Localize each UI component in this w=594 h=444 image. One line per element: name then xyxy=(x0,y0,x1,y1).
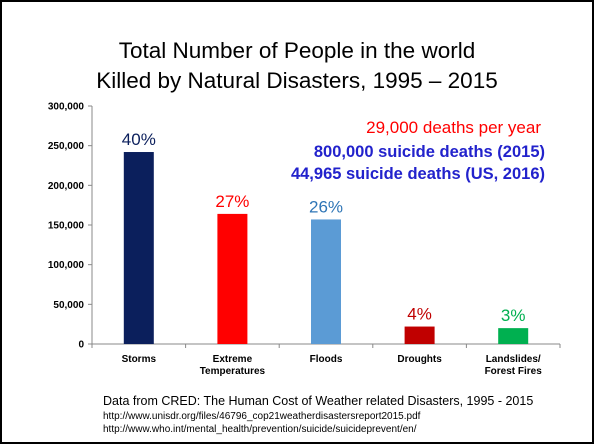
bar-data-label: 27% xyxy=(215,192,249,211)
bar xyxy=(404,326,435,344)
x-tick-label: Temperatures xyxy=(200,366,266,377)
y-tick-label: 50,000 xyxy=(53,300,84,311)
x-tick-label: Storms xyxy=(122,354,157,365)
bar xyxy=(217,213,248,344)
source-url-who[interactable]: http://www.who.int/mental_health/prevent… xyxy=(103,424,417,435)
x-tick-label: Droughts xyxy=(397,354,442,365)
annotation-suicide-deaths-us-2016: 44,965 suicide deaths (US, 2016) xyxy=(290,165,545,183)
bar-data-label: 26% xyxy=(309,197,343,216)
annotation-suicide-deaths-2015: 800,000 suicide deaths (2015) xyxy=(313,143,545,161)
bar xyxy=(498,328,529,344)
bar xyxy=(311,219,341,344)
y-tick-label: 150,000 xyxy=(48,221,85,232)
bar-data-label: 40% xyxy=(122,130,156,149)
x-tick-label: Forest Fires xyxy=(485,366,543,377)
chart-title-line-1: Total Number of People in the world xyxy=(118,38,476,63)
source-note: Data from CRED: The Human Cost of Weathe… xyxy=(103,394,534,408)
bar-data-label: 4% xyxy=(407,305,432,324)
bar-data-label: 3% xyxy=(501,306,526,325)
y-tick-label: 300,000 xyxy=(48,102,85,113)
y-tick-label: 200,000 xyxy=(48,181,85,192)
y-tick-label: 0 xyxy=(78,340,84,351)
x-tick-label: Floods xyxy=(310,354,343,365)
annotation-deaths-per-year: 29,000 deaths per year xyxy=(366,118,541,137)
source-url-unisdr[interactable]: http://www.unisdr.org/files/46796_cop21w… xyxy=(103,411,421,422)
chart-title: Total Number of People in the world Kill… xyxy=(0,36,594,96)
x-tick-label: Extreme xyxy=(213,354,253,365)
chart-title-line-2: Killed by Natural Disasters, 1995 – 2015 xyxy=(96,68,498,93)
x-tick-label: Landslides/ xyxy=(486,354,541,365)
y-tick-label: 100,000 xyxy=(48,260,85,271)
y-tick-label: 250,000 xyxy=(48,141,85,152)
bar xyxy=(123,152,154,344)
